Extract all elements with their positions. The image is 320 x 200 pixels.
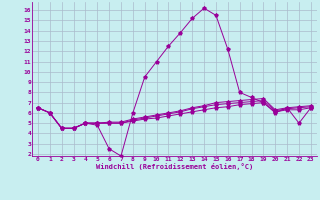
X-axis label: Windchill (Refroidissement éolien,°C): Windchill (Refroidissement éolien,°C) (96, 163, 253, 170)
